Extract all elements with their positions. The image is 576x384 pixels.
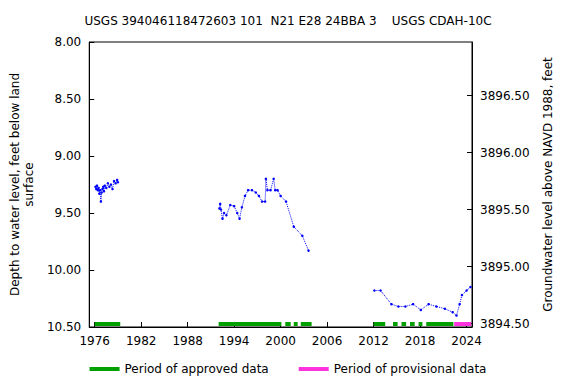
svg-text:3895.50: 3895.50 — [480, 203, 530, 217]
svg-text:1994: 1994 — [219, 334, 250, 348]
svg-text:9.50: 9.50 — [55, 206, 82, 220]
svg-text:Period of approved data: Period of approved data — [125, 362, 269, 376]
svg-text:1982: 1982 — [126, 334, 157, 348]
svg-text:surface: surface — [22, 162, 36, 206]
svg-text:2000: 2000 — [265, 334, 296, 348]
svg-text:2006: 2006 — [312, 334, 343, 348]
svg-text:1988: 1988 — [172, 334, 203, 348]
svg-text:2018: 2018 — [405, 334, 436, 348]
svg-text:8.00: 8.00 — [55, 35, 82, 49]
svg-text:3894.50: 3894.50 — [480, 317, 530, 331]
svg-text:2024: 2024 — [451, 334, 482, 348]
svg-text:3896.00: 3896.00 — [480, 146, 530, 160]
svg-text:USGS 394046118472603 101 N21: USGS 394046118472603 101 N21 E28 24BBA 3… — [84, 14, 491, 28]
svg-text:Groundwater level above NAVD 1: Groundwater level above NAVD 1988, feet — [541, 57, 555, 312]
svg-text:3895.00: 3895.00 — [480, 260, 530, 274]
svg-text:3896.50: 3896.50 — [480, 89, 530, 103]
svg-text:1976: 1976 — [79, 334, 110, 348]
svg-text:8.50: 8.50 — [55, 92, 82, 106]
svg-text:9.00: 9.00 — [55, 149, 82, 163]
svg-text:10.50: 10.50 — [47, 320, 81, 334]
svg-text:Depth to water level, feet bel: Depth to water level, feet below land — [8, 73, 22, 296]
svg-text:2012: 2012 — [358, 334, 389, 348]
svg-text:Period of provisional data: Period of provisional data — [334, 362, 487, 376]
svg-text:10.00: 10.00 — [47, 263, 81, 277]
